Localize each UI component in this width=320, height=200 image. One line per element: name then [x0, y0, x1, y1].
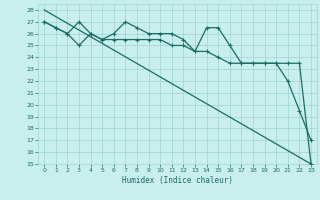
X-axis label: Humidex (Indice chaleur): Humidex (Indice chaleur)	[122, 176, 233, 185]
